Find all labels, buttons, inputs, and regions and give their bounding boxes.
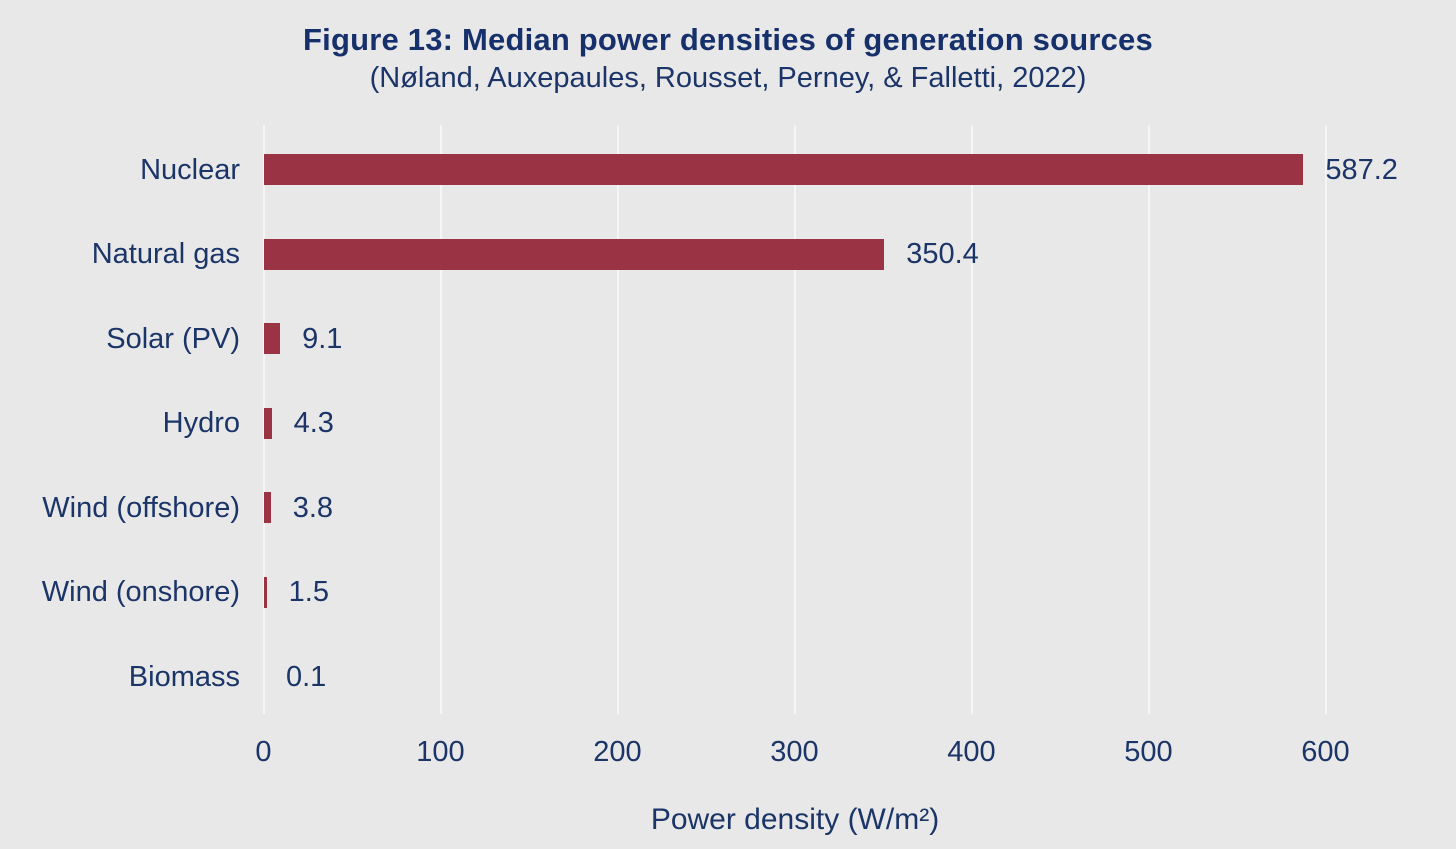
- category-label: Solar (PV): [106, 322, 240, 355]
- x-tick-label: 600: [1301, 736, 1350, 768]
- grid-line: [970, 125, 973, 714]
- grid-line: [616, 125, 619, 714]
- figure-header: Figure 13: Median power densities of gen…: [0, 20, 1456, 97]
- bar: [264, 238, 885, 270]
- value-label: 4.3: [293, 407, 334, 439]
- value-label: 350.4: [906, 238, 979, 270]
- category-label: Wind (offshore): [42, 491, 240, 524]
- x-tick-label: 400: [947, 736, 996, 768]
- category-label: Natural gas: [91, 238, 240, 270]
- figure-title: Figure 13: Median power densities of gen…: [303, 22, 1153, 57]
- bar: [264, 407, 272, 439]
- x-tick-label: 200: [593, 736, 642, 768]
- x-tick-label: 500: [1124, 736, 1173, 768]
- category-label: Wind (onshore): [41, 576, 240, 608]
- category-label: Hydro: [162, 407, 240, 439]
- x-tick-label: 0: [255, 736, 272, 768]
- grid-line: [1324, 125, 1327, 714]
- grid-line: [793, 125, 796, 714]
- bar: [264, 323, 281, 354]
- bar: [264, 576, 267, 608]
- category-label: Biomass: [128, 660, 240, 693]
- value-label: 1.5: [288, 576, 329, 608]
- x-tick-label: 300: [770, 736, 819, 768]
- value-label: 587.2: [1325, 153, 1398, 186]
- bar: [264, 154, 1304, 185]
- figure-subtitle: (Nøland, Auxepaules, Rousset, Perney, & …: [369, 62, 1087, 94]
- value-label: 3.8: [292, 491, 334, 524]
- x-axis-label: Power density (W/m²): [650, 803, 940, 836]
- x-tick-label: 100: [416, 736, 465, 768]
- value-label: 9.1: [302, 322, 343, 355]
- grid-line: [1147, 125, 1150, 714]
- value-label: 0.1: [286, 660, 327, 693]
- category-label: Nuclear: [140, 153, 240, 186]
- grid-line: [439, 125, 442, 714]
- bar: [264, 492, 271, 523]
- grid-line: [262, 125, 265, 714]
